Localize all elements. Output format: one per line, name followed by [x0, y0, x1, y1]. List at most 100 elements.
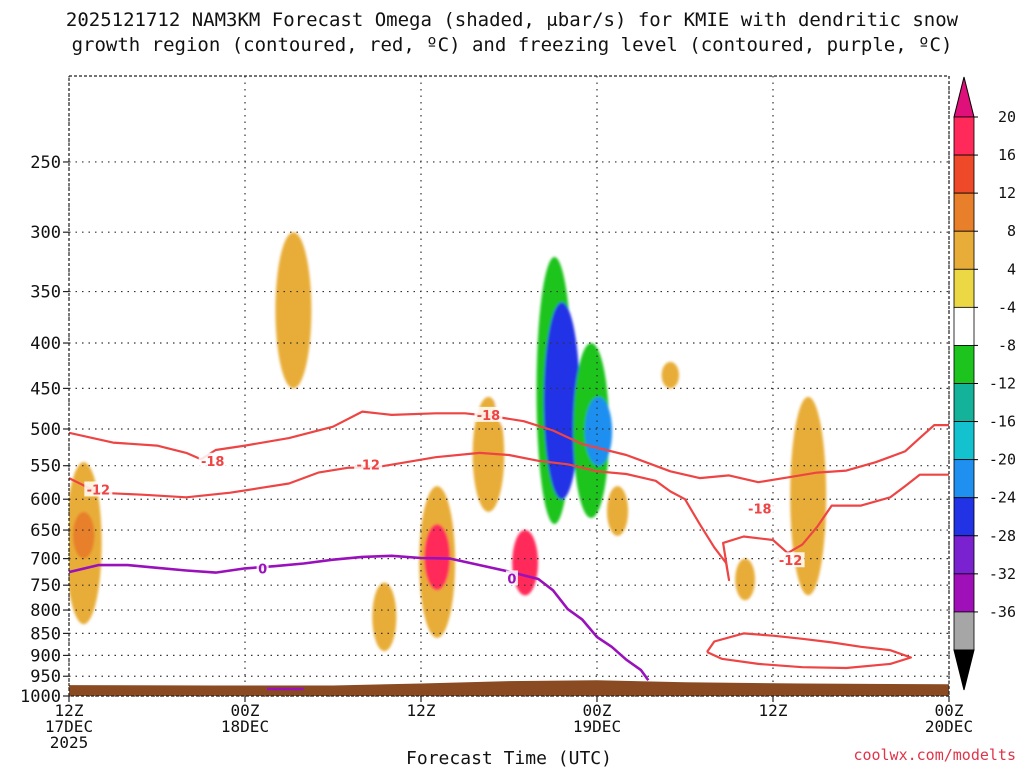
- colorbar-segment: [953, 306, 975, 346]
- omega-region: [543, 302, 580, 500]
- colorbar-top-arrow: [953, 76, 975, 118]
- colorbar-bottom-arrow: [953, 649, 975, 691]
- colorbar-label: -28: [989, 527, 1016, 545]
- contour-lines: [69, 410, 949, 691]
- y-tick-label: 550: [30, 457, 61, 477]
- contour-label: -18: [748, 503, 772, 518]
- x-tick-label: 20DEC: [925, 717, 973, 736]
- chart-title-line-2: growth region (contoured, red, ºC) and f…: [72, 34, 953, 56]
- contour-label-bg: [354, 456, 383, 472]
- colorbar-segment: [953, 230, 975, 270]
- omega-region: [488, 184, 525, 429]
- colorbar-segment: [953, 268, 975, 308]
- y-tick-label: 900: [30, 646, 61, 666]
- x-tick-label: 12Z: [407, 701, 436, 720]
- contour-label-bg: [776, 552, 805, 568]
- x-tick-label: 00Z: [935, 701, 964, 720]
- y-tick-label: 350: [30, 283, 61, 303]
- omega-region: [661, 361, 680, 389]
- contour-label-bg: [474, 406, 503, 422]
- contour-label-bg: [745, 500, 774, 516]
- contour-label: -12: [779, 554, 803, 569]
- colorbar-segment: [953, 497, 975, 537]
- x-tick-label: 00Z: [583, 701, 612, 720]
- omega-region: [275, 232, 312, 389]
- omega-region: [190, 502, 215, 570]
- ground-surface: [69, 680, 949, 696]
- colorbar-label: 4: [1007, 260, 1016, 278]
- contour-label: -12: [356, 458, 380, 473]
- x-axis-title: Forecast Time (UTC): [406, 748, 612, 768]
- x-tick-label: 19DEC: [573, 717, 621, 736]
- contour-label-bg: [505, 570, 518, 586]
- omega-region: [172, 323, 203, 429]
- plot-frame: [68, 75, 950, 697]
- omega-region: [134, 527, 154, 567]
- omega-region: [360, 361, 397, 506]
- plot-area: -18 -18 -18 -12 -12 -12 0 0: [68, 75, 950, 697]
- colorbar-segment: [953, 459, 975, 499]
- colorbar: 20 16 12 8 4 -4 -8 -12 -16 -20 -24 -28 -32 -36: [953, 76, 1016, 691]
- colorbar-label: 16: [998, 146, 1016, 164]
- dgz-minus12-contour: [69, 451, 949, 582]
- omega-region: [584, 396, 613, 466]
- contour-label-bg: [84, 481, 113, 497]
- colorbar-segment: [953, 535, 975, 575]
- colorbar-segment: [953, 192, 975, 232]
- y-tick-label: 400: [30, 334, 61, 354]
- colorbar-label: -24: [989, 489, 1016, 507]
- dgz-ring-contour: [706, 632, 912, 670]
- colorbar-segment: [953, 421, 975, 461]
- colorbar-segment: [953, 345, 975, 384]
- y-axis: 2503003504004505005506006507007508008509…: [20, 153, 69, 707]
- x-tick-label: 18DEC: [221, 717, 269, 736]
- x-tick-label: 00Z: [231, 701, 260, 720]
- x-tick-label: 12Z: [55, 701, 84, 720]
- y-tick-label: 700: [30, 550, 61, 570]
- y-tick-label: 650: [30, 521, 61, 541]
- contour-label: 0: [258, 562, 267, 577]
- dgz-minus18-contour: [69, 410, 949, 484]
- y-tick-label: 300: [30, 223, 61, 243]
- omega-region: [735, 558, 756, 601]
- y-tick-label: 800: [30, 601, 61, 621]
- contour-label: -12: [87, 483, 111, 498]
- x-tick-label: 2025: [50, 733, 89, 752]
- colorbar-label: 8: [1007, 222, 1016, 240]
- colorbar-segment: [953, 611, 975, 651]
- omega-region: [87, 257, 113, 334]
- colorbar-label: -8: [998, 336, 1016, 354]
- x-tick-label: 12Z: [759, 701, 788, 720]
- colorbar-label: -20: [989, 451, 1016, 469]
- colorbar-segment: [953, 116, 975, 156]
- colorbar-label: 20: [998, 108, 1016, 126]
- colorbar-label: -4: [998, 298, 1016, 316]
- y-tick-label: 750: [30, 576, 61, 596]
- omega-region: [354, 257, 379, 324]
- colorbar-segment: [953, 573, 975, 613]
- y-tick-label: 600: [30, 490, 61, 510]
- colorbar-segment: [953, 154, 975, 194]
- colorbar-label: -32: [989, 565, 1016, 583]
- y-tick-label: 500: [30, 420, 61, 440]
- colorbar-label: -36: [989, 603, 1016, 621]
- y-tick-label: 450: [30, 379, 61, 399]
- omega-region: [606, 486, 629, 536]
- y-tick-label: 250: [30, 153, 61, 173]
- contour-label: -18: [477, 409, 501, 424]
- omega-region: [372, 582, 397, 652]
- omega-region: [512, 530, 539, 596]
- credit-text: coolwx.com/modelts: [853, 746, 1016, 764]
- colorbar-label: -16: [989, 413, 1016, 431]
- contour-label-bg: [198, 452, 227, 468]
- y-tick-label: 950: [30, 667, 61, 687]
- colorbar-label: -12: [989, 375, 1016, 393]
- chart-title-line-1: 2025121712 NAM3KM Forecast Omega (shaded…: [66, 9, 959, 31]
- colorbar-segment: [953, 383, 975, 422]
- y-tick-label: 1000: [20, 687, 61, 707]
- contour-labels: -18 -18 -18 -12 -12 -12 0 0: [84, 406, 805, 587]
- omega-region: [72, 511, 95, 559]
- x-tick-label: 17DEC: [45, 717, 93, 736]
- contour-label: 0: [507, 572, 516, 587]
